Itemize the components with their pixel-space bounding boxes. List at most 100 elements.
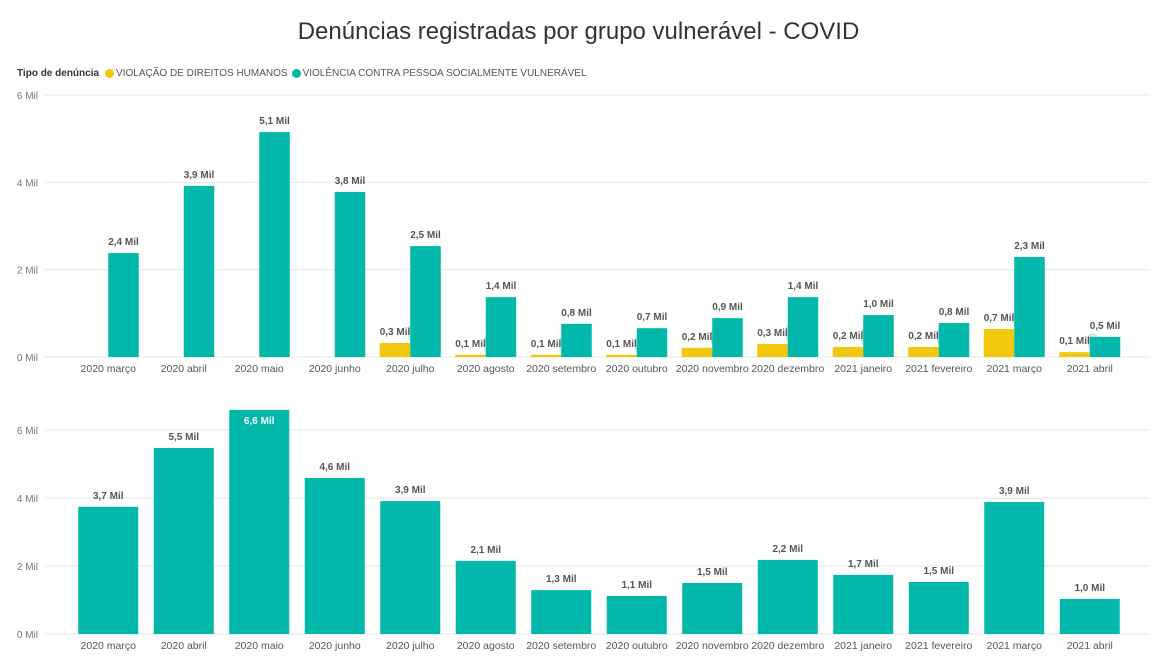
data-label: 1,1 Mil <box>621 580 652 591</box>
bar <box>561 323 592 357</box>
data-label: 1,7 Mil <box>848 559 879 570</box>
x-tick-label: 2020 novembro <box>676 640 749 652</box>
x-tick-label: 2021 março <box>987 640 1043 652</box>
data-label: 1,0 Mil <box>1074 583 1105 594</box>
x-tick-label: 2021 março <box>987 363 1043 375</box>
bar <box>78 506 139 634</box>
bar <box>983 329 1015 357</box>
data-label: 0,7 Mil <box>984 313 1015 324</box>
bar <box>531 590 592 634</box>
data-label: 0,3 Mil <box>757 328 788 339</box>
bar <box>682 583 743 634</box>
data-label: 2,5 Mil <box>410 230 441 241</box>
x-tick-label: 2020 dezembro <box>751 363 824 375</box>
bar <box>833 574 894 634</box>
bar <box>681 347 713 357</box>
legend: Tipo de denúncia VIOLAÇÃO DE DIREITOS HU… <box>17 68 591 79</box>
x-tick-label: 2021 abril <box>1067 363 1113 375</box>
data-label: 3,9 Mil <box>395 485 426 496</box>
legend-item-violacao[interactable]: VIOLAÇÃO DE DIREITOS HUMANOS <box>105 68 288 79</box>
x-tick-label: 2021 janeiro <box>834 640 892 652</box>
legend-title: Tipo de denúncia <box>17 68 100 79</box>
y-tick-label: 4 Mil <box>17 494 38 505</box>
data-label: 3,9 Mil <box>184 170 215 181</box>
legend-marker-icon <box>291 69 301 78</box>
x-tick-label: 2021 abril <box>1067 640 1113 652</box>
bar <box>1014 257 1045 357</box>
x-tick-label: 2021 fevereiro <box>905 363 972 375</box>
y-tick-label: 4 Mil <box>17 178 38 189</box>
bar <box>153 448 214 634</box>
bar <box>410 246 441 357</box>
x-tick-label: 2021 janeiro <box>834 363 892 375</box>
x-tick-label: 2020 setembro <box>526 363 596 375</box>
bar <box>908 346 939 357</box>
data-label: 2,3 Mil <box>1014 241 1045 252</box>
data-label: 0,1 Mil <box>606 339 637 350</box>
bar <box>229 409 290 634</box>
data-label: 4,6 Mil <box>319 462 350 473</box>
data-label: 0,1 Mil <box>531 339 562 350</box>
bar <box>757 343 788 357</box>
x-tick-label: 2020 junho <box>309 640 361 652</box>
chart-title: Denúncias registradas por grupo vulneráv… <box>297 18 860 45</box>
data-label: 3,7 Mil <box>93 491 124 502</box>
x-tick-label: 2020 outubro <box>606 640 668 652</box>
x-tick-label: 2020 abril <box>161 363 207 375</box>
data-label: 1,4 Mil <box>486 281 517 292</box>
data-label: 0,9 Mil <box>712 302 743 313</box>
data-label: 0,2 Mil <box>682 332 713 343</box>
bar <box>1089 336 1121 357</box>
data-label: 0,2 Mil <box>908 331 939 342</box>
x-tick-label: 2020 março <box>81 363 137 375</box>
bar <box>606 354 637 357</box>
bar <box>108 253 139 357</box>
legend-label: VIOLAÇÃO DE DIREITOS HUMANOS <box>116 68 288 79</box>
data-label: 5,1 Mil <box>259 116 290 127</box>
y-tick-label: 2 Mil <box>17 266 38 277</box>
data-label: 1,3 Mil <box>546 574 577 585</box>
legend-item-violencia[interactable]: VIOLÊNCIA CONTRA PESSOA SOCIALMENTE VULN… <box>291 68 587 79</box>
data-label: 1,4 Mil <box>788 281 819 292</box>
legend-label: VIOLÊNCIA CONTRA PESSOA SOCIALMENTE VULN… <box>302 68 587 79</box>
data-label: 0,1 Mil <box>455 339 486 350</box>
data-label: 0,8 Mil <box>561 308 592 319</box>
bar <box>485 297 517 357</box>
data-label: 0,8 Mil <box>939 307 970 318</box>
bar <box>334 191 366 357</box>
x-tick-label: 2020 outubro <box>606 363 668 375</box>
x-tick-label: 2020 maio <box>235 640 284 652</box>
x-tick-label: 2020 dezembro <box>751 640 824 652</box>
bar <box>455 560 516 634</box>
y-tick-label: 2 Mil <box>17 562 38 573</box>
bar <box>1059 352 1090 357</box>
data-label: 0,2 Mil <box>833 331 864 342</box>
bar <box>606 595 667 634</box>
data-label: 2,1 Mil <box>470 545 501 556</box>
data-label: 5,5 Mil <box>168 432 199 443</box>
bar <box>712 318 743 357</box>
data-label: 0,5 Mil <box>1090 321 1121 332</box>
bar <box>938 322 970 357</box>
y-tick-label: 6 Mil <box>17 426 38 437</box>
data-label: 2,2 Mil <box>772 544 803 555</box>
bar <box>636 328 668 357</box>
bar <box>757 559 818 634</box>
x-tick-label: 2020 maio <box>235 363 284 375</box>
legend-marker-icon <box>105 69 115 78</box>
bar <box>379 343 411 357</box>
bar <box>259 132 290 357</box>
x-tick-label: 2020 novembro <box>676 363 749 375</box>
data-label: 3,8 Mil <box>335 176 366 187</box>
data-label: 1,5 Mil <box>923 566 954 577</box>
data-label: 1,5 Mil <box>697 567 728 578</box>
x-tick-label: 2021 fevereiro <box>905 640 972 652</box>
data-label: 0,7 Mil <box>637 312 668 323</box>
data-label: 0,3 Mil <box>380 327 411 338</box>
bar <box>455 354 486 357</box>
data-label: 1,0 Mil <box>863 299 894 310</box>
data-label: 3,9 Mil <box>999 486 1030 497</box>
x-tick-label: 2020 julho <box>386 640 435 652</box>
bar <box>1059 598 1120 634</box>
x-tick-label: 2020 julho <box>386 363 435 375</box>
